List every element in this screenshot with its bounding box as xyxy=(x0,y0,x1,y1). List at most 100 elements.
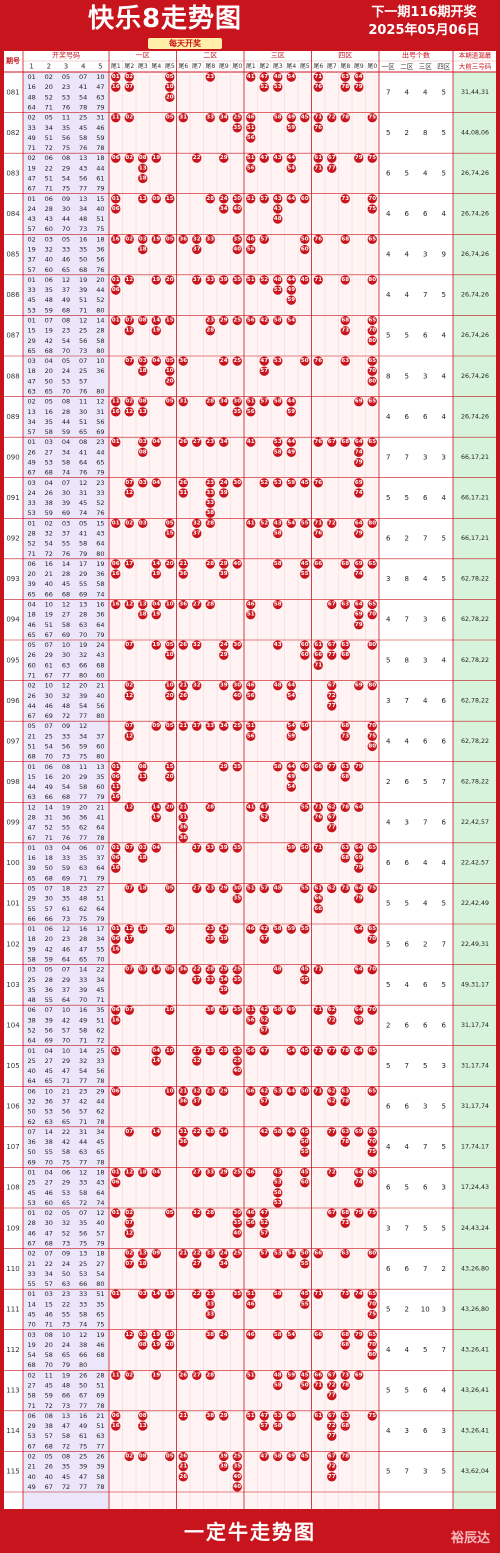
ball-label: 14 xyxy=(152,1291,160,1297)
number-ball xyxy=(151,1330,161,1340)
number-ball xyxy=(259,1005,269,1015)
number-ball xyxy=(313,234,323,245)
ball-label: 66 xyxy=(314,764,322,770)
draw-number: 25 xyxy=(79,327,87,335)
ball-label: 12 xyxy=(125,804,133,810)
ball-label: 05 xyxy=(166,520,174,526)
number-ball xyxy=(178,1096,188,1107)
draw-number: 51 xyxy=(27,743,35,751)
number-ball xyxy=(111,559,121,569)
number-ball xyxy=(340,1208,350,1218)
number-ball xyxy=(165,376,175,387)
ball-label: 16 xyxy=(112,236,120,242)
count-cell: 4 xyxy=(423,169,428,177)
draw-number: 07 xyxy=(62,479,70,487)
ball-label: 30 xyxy=(233,480,241,486)
ball-label: 79 xyxy=(355,531,363,537)
number-ball xyxy=(232,1208,242,1218)
number-ball xyxy=(192,1086,202,1097)
number-ball xyxy=(327,701,337,711)
draw-number: 72 xyxy=(96,1037,104,1045)
number-ball xyxy=(273,194,283,204)
draw-number: 65 xyxy=(62,1118,70,1126)
draw-number: 71 xyxy=(45,1321,53,1329)
number-ball xyxy=(286,731,296,742)
number-ball xyxy=(178,112,188,123)
draw-number: 73 xyxy=(62,753,70,761)
number-ball xyxy=(367,1086,377,1097)
number-ball xyxy=(111,285,121,295)
ball-label: 14 xyxy=(152,967,160,973)
ball-label: 01 xyxy=(112,1291,120,1297)
draw-number: 36 xyxy=(79,814,87,822)
period-cell: 108 xyxy=(6,1184,19,1192)
draw-number: 51 xyxy=(79,296,87,304)
ball-label: 75 xyxy=(368,1413,376,1419)
ball-label: 60 xyxy=(301,1180,309,1186)
ball-label: 38 xyxy=(206,1129,214,1135)
draw-number: 71 xyxy=(79,874,87,882)
draw-number: 79 xyxy=(96,469,104,477)
ball-label: 42 xyxy=(260,1007,268,1013)
number-ball xyxy=(165,1086,175,1097)
draw-number: 60 xyxy=(45,225,53,233)
ball-label: 51 xyxy=(247,886,255,892)
number-ball xyxy=(367,1411,377,1421)
ball-label: 68 xyxy=(341,1332,349,1338)
number-ball xyxy=(232,893,242,904)
ball-label: 67 xyxy=(328,642,336,648)
number-ball xyxy=(124,1005,134,1015)
count-cell: 5 xyxy=(442,575,446,583)
period-cell: 081 xyxy=(6,88,19,96)
count-cell: 7 xyxy=(405,1224,409,1232)
ball-label: 19 xyxy=(152,1342,160,1348)
ball-label: 53 xyxy=(274,1180,282,1186)
number-ball xyxy=(286,194,296,204)
number-ball xyxy=(246,112,256,123)
ball-label: 17 xyxy=(125,561,133,567)
count-cell: 2 xyxy=(423,940,427,948)
draw-number: 13 xyxy=(27,408,35,416)
count-sub-header: 四区 xyxy=(437,63,451,71)
number-ball xyxy=(340,1451,350,1462)
number-ball xyxy=(138,924,148,934)
number-ball xyxy=(192,843,202,853)
draw-number: 57 xyxy=(79,1108,87,1116)
ball-label: 62 xyxy=(328,804,336,810)
draw-number: 28 xyxy=(96,327,104,335)
count-cell: 3 xyxy=(423,616,427,624)
ball-label: 59 xyxy=(287,409,295,415)
period-header: 期号 xyxy=(6,56,20,65)
count-cell: 6 xyxy=(405,859,410,867)
ball-label: 19 xyxy=(152,1372,160,1378)
ball-label: 55 xyxy=(301,1149,309,1155)
tail-header: 尾4 xyxy=(286,63,296,70)
number-ball xyxy=(124,275,134,285)
ball-label: 39 xyxy=(220,571,228,577)
ball-label: 52 xyxy=(260,84,268,90)
draw-number: 12 xyxy=(79,479,87,487)
ball-label: 12 xyxy=(125,602,133,608)
draw-number: 36 xyxy=(96,367,104,375)
ball-label: 26 xyxy=(179,693,187,699)
filter-cell: 17,74,17 xyxy=(461,1144,489,1151)
draw-number: 70 xyxy=(96,956,104,964)
ball-label: 53 xyxy=(274,1413,282,1419)
draw-number: 07 xyxy=(45,722,53,730)
draw-number: 02 xyxy=(27,1371,35,1379)
draw-number: 25 xyxy=(27,1179,35,1187)
ball-label: 24 xyxy=(220,358,228,364)
count-cell: 6 xyxy=(386,169,391,177)
number-ball xyxy=(165,1046,175,1056)
number-ball xyxy=(178,1472,188,1482)
ball-label: 58 xyxy=(274,1129,282,1135)
draw-number: 29 xyxy=(62,1057,70,1065)
draw-number: 11 xyxy=(79,398,87,406)
draw-number: 62 xyxy=(96,1108,104,1116)
number-ball xyxy=(232,275,242,285)
count-cell: 4 xyxy=(386,737,391,745)
draw-number: 08 xyxy=(45,1412,53,1420)
number-ball xyxy=(205,975,215,985)
ball-label: 46 xyxy=(247,602,255,608)
ball-label: 02 xyxy=(125,236,133,242)
